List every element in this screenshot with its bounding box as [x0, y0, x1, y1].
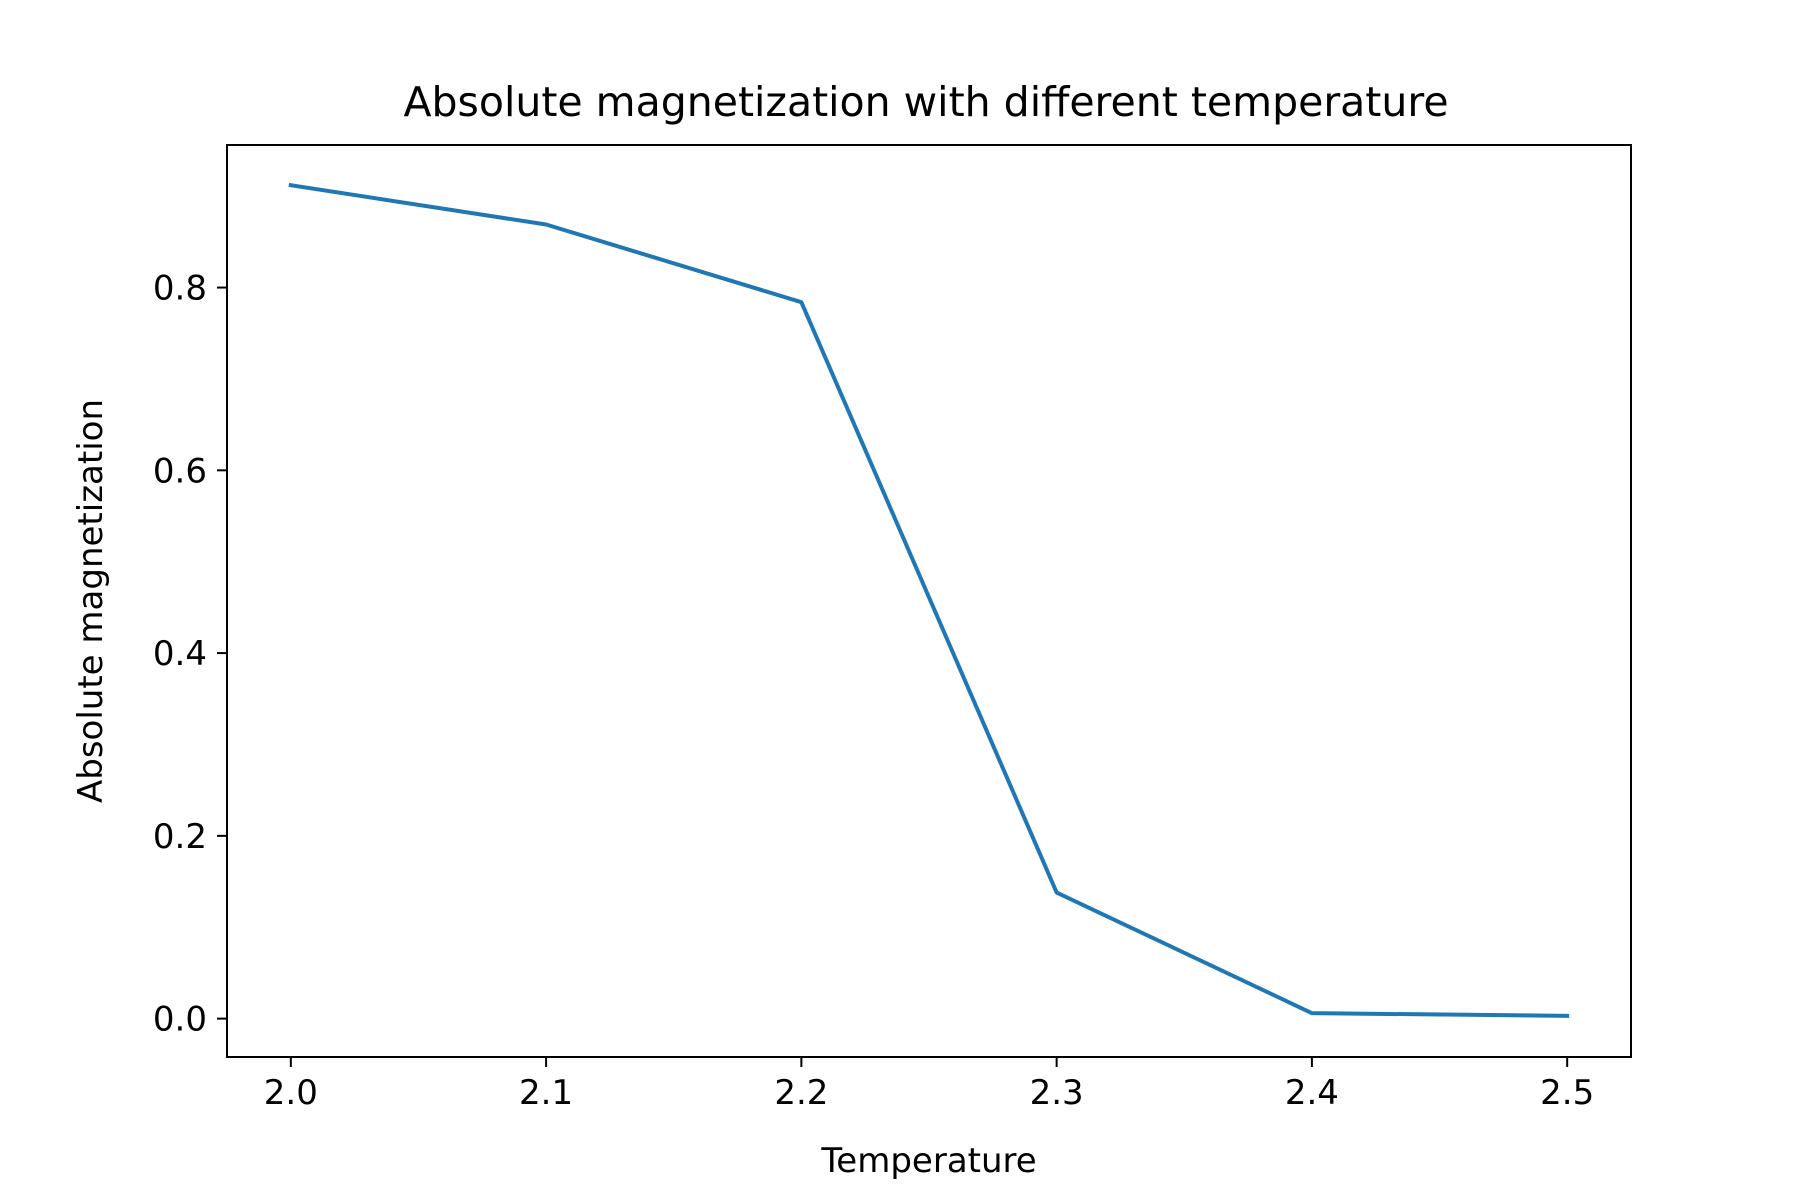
- x-tick-label: 2.0: [264, 1073, 318, 1113]
- x-axis-label: Temperature: [820, 1141, 1036, 1181]
- x-tick-label: 2.3: [1030, 1073, 1084, 1113]
- y-axis-label: Absolute magnetization: [71, 399, 111, 803]
- x-tick-label: 2.2: [774, 1073, 828, 1113]
- series-layer: [288, 182, 1570, 1018]
- x-tick-label: 2.1: [519, 1073, 573, 1113]
- y-tick-label: 0.4: [153, 634, 207, 674]
- series-line: [288, 182, 1570, 1018]
- y-tick-label: 0.2: [153, 817, 207, 857]
- y-tick-label: 0.0: [153, 1000, 207, 1040]
- x-axis-ticks: 2.0 2.1 2.2 2.3 2.4 2.5: [264, 1057, 1594, 1113]
- x-tick-label: 2.4: [1285, 1073, 1339, 1113]
- plot-area-frame: [226, 144, 1632, 1058]
- y-axis-ticks: 0.0 0.2 0.4 0.6 0.8: [153, 269, 227, 1040]
- chart-title: Absolute magnetization with different te…: [403, 78, 1448, 126]
- y-tick-label: 0.8: [153, 269, 207, 309]
- y-tick-label: 0.6: [153, 451, 207, 491]
- x-tick-label: 2.5: [1540, 1073, 1594, 1113]
